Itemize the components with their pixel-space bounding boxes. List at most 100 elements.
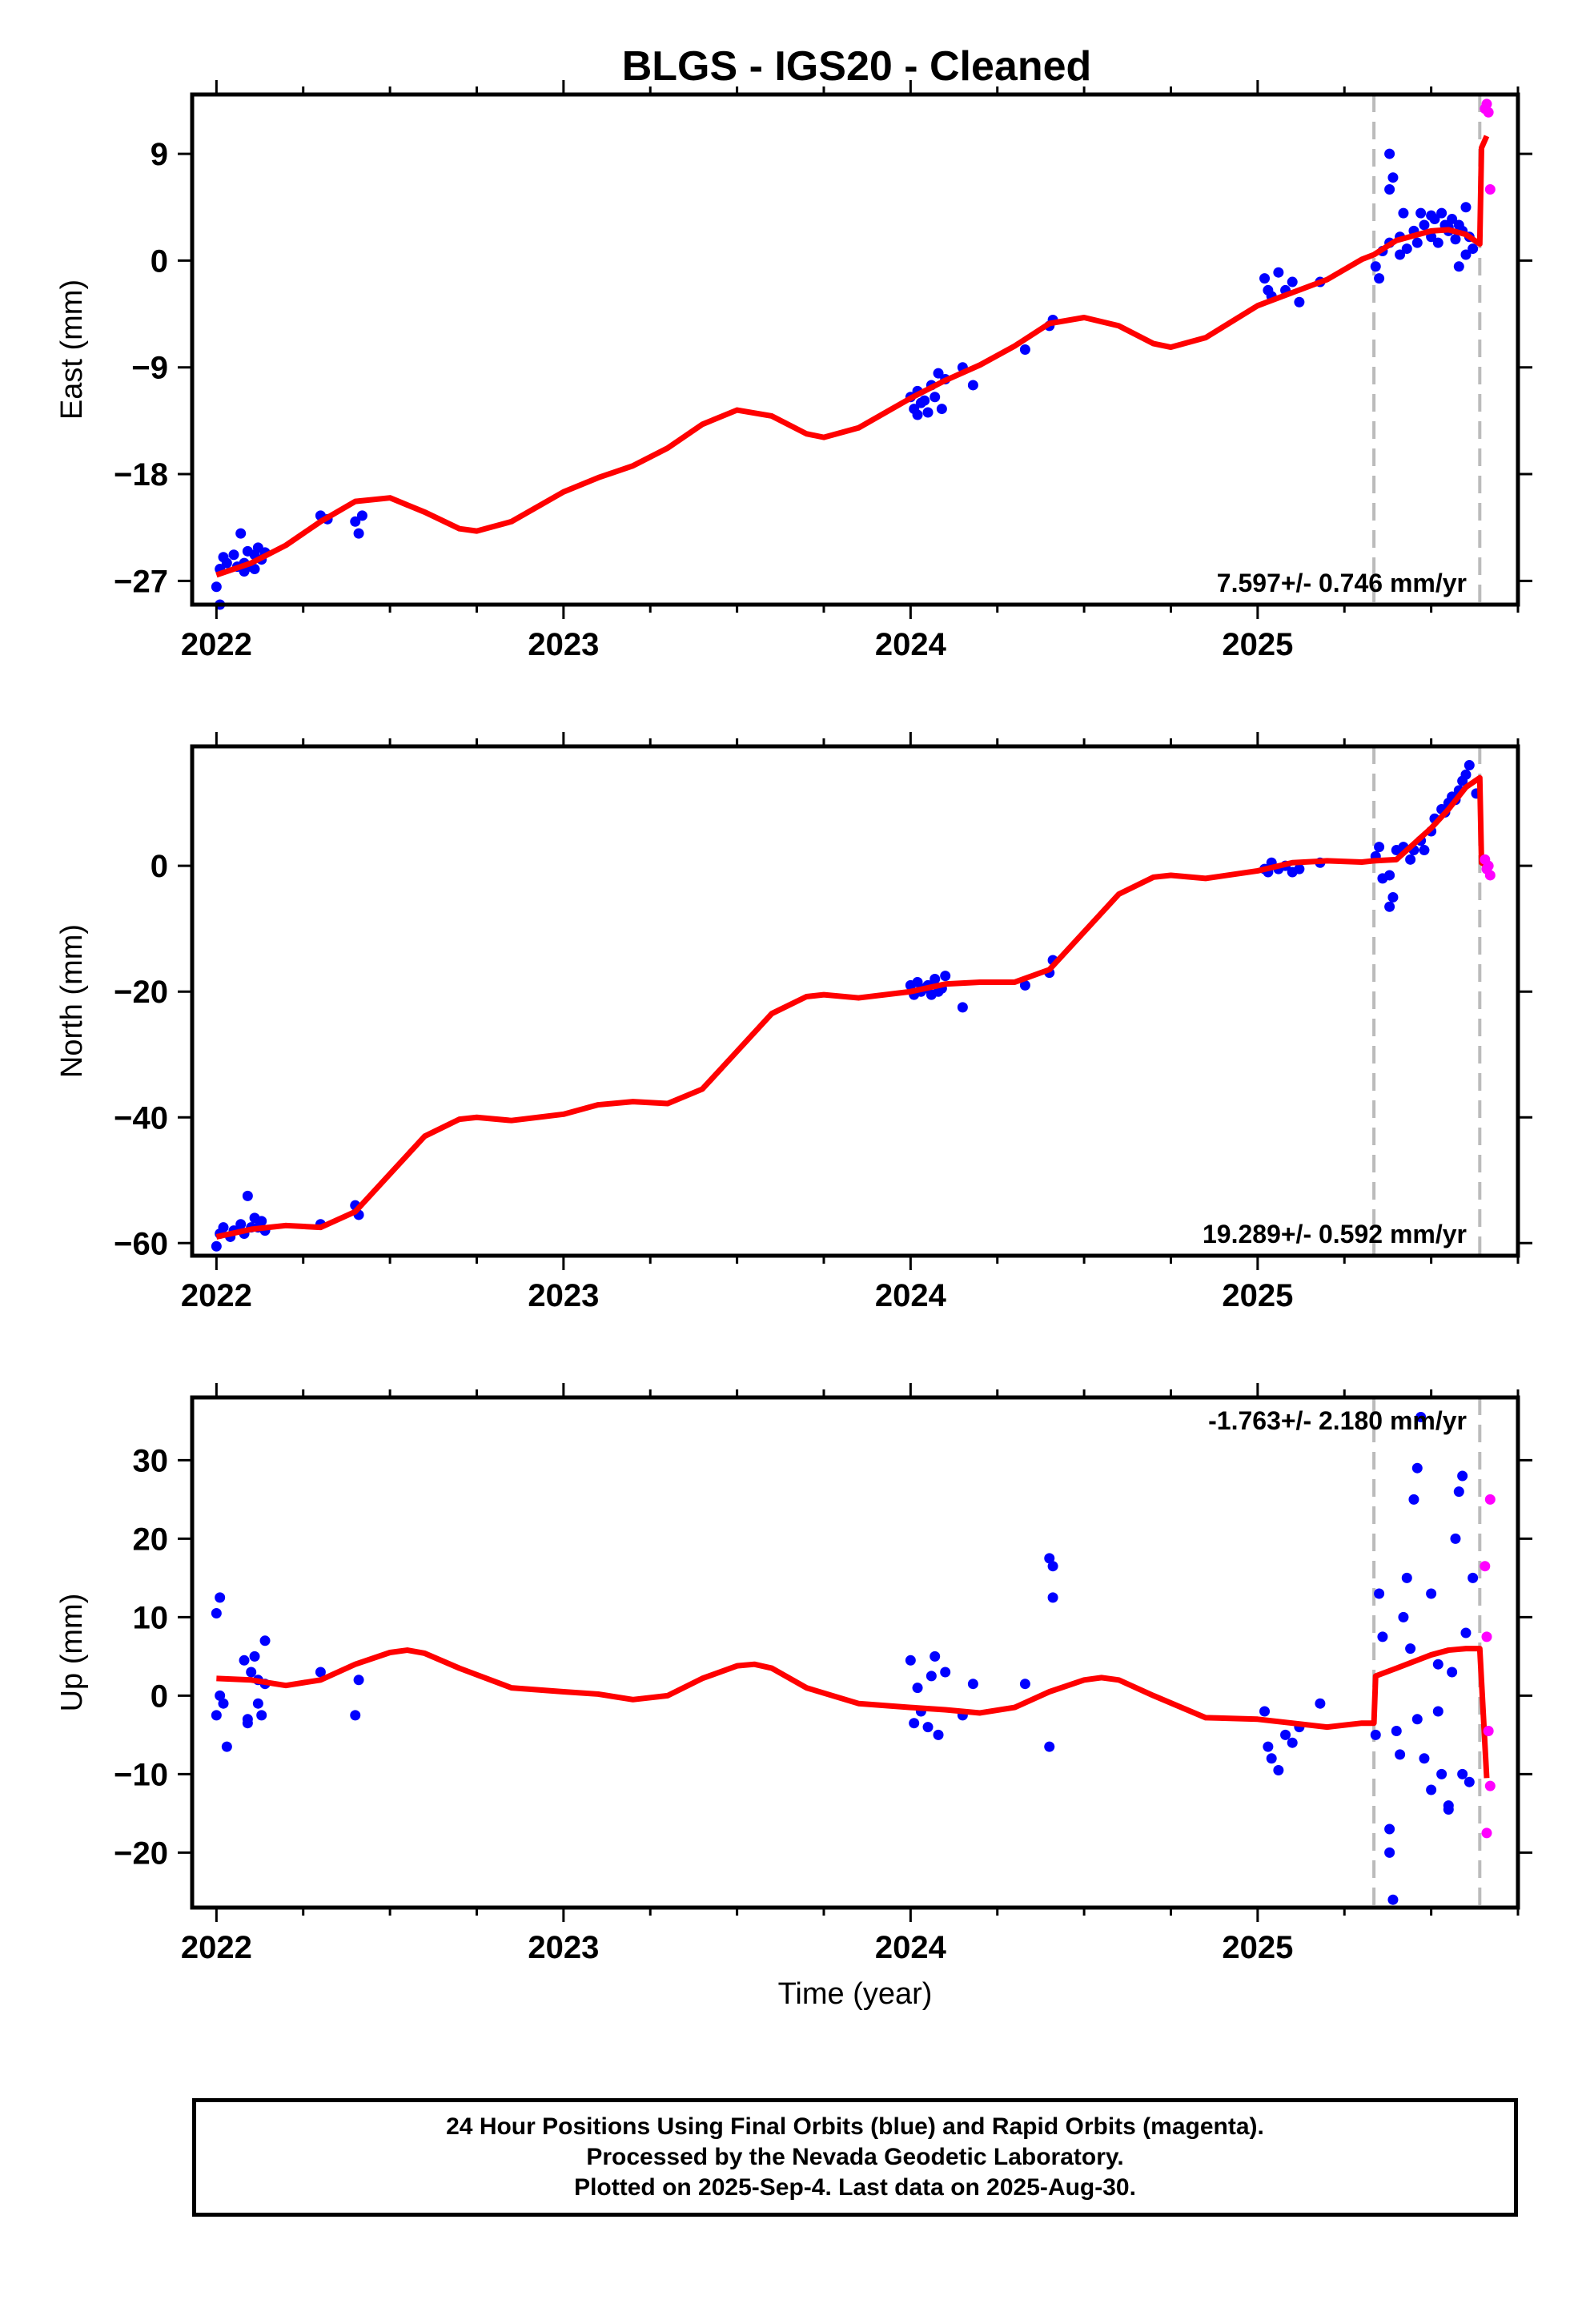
- up-y-tick-label: 30: [133, 1443, 169, 1478]
- north-model-line: [215, 774, 1488, 1240]
- east-final-point: [919, 395, 930, 406]
- up-x-tick-label: 2025: [1222, 1930, 1293, 1965]
- up-final-point: [940, 1667, 951, 1678]
- east-final-point: [1436, 207, 1447, 219]
- up-final-point: [922, 1722, 934, 1733]
- north-final-point: [1387, 891, 1399, 903]
- up-final-point: [246, 1667, 257, 1678]
- up-final-point: [221, 1741, 232, 1752]
- east-final-point: [1398, 207, 1409, 219]
- up-final-point: [1453, 1486, 1464, 1498]
- up-final-point: [1447, 1667, 1458, 1678]
- up-final-point: [1464, 1776, 1475, 1787]
- up-rapid-point: [1484, 1494, 1496, 1505]
- up-final-point: [1044, 1741, 1055, 1752]
- east-final-point: [1287, 276, 1298, 287]
- north-final-point: [957, 1002, 968, 1013]
- up-final-point: [1411, 1714, 1423, 1725]
- north-y-tick-label: −20: [114, 975, 168, 1010]
- east-final-point: [1384, 148, 1395, 159]
- east-final-point: [1395, 249, 1406, 260]
- east-final-point: [228, 549, 239, 561]
- up-final-point: [1374, 1588, 1385, 1599]
- east-final-point: [356, 510, 367, 521]
- x-axis-label: Time (year): [778, 1977, 933, 2011]
- up-final-point: [1384, 1823, 1395, 1835]
- up-x-tick-label: 2023: [528, 1930, 599, 1965]
- up-model-line: [216, 1646, 1490, 1779]
- east-x-tick-label: 2022: [181, 627, 252, 662]
- north-final-point: [1384, 870, 1395, 881]
- east-final-point: [1294, 296, 1305, 308]
- footer-line-1: 24 Hour Positions Using Final Orbits (bl…: [446, 2113, 1264, 2140]
- east-final-point: [1019, 344, 1030, 355]
- north-x-tick-label: 2022: [181, 1278, 252, 1313]
- up-y-axis-label: Up (mm): [55, 1594, 89, 1712]
- up-rapid-point: [1481, 1631, 1492, 1642]
- east-final-point: [967, 380, 978, 391]
- east-y-tick-label: 0: [151, 243, 168, 279]
- east-final-point: [1384, 184, 1395, 195]
- up-final-point: [1408, 1494, 1419, 1505]
- up-final-point: [1436, 1768, 1447, 1779]
- up-final-point: [1019, 1679, 1030, 1690]
- east-final-point: [930, 392, 941, 403]
- up-x-tick-label: 2024: [875, 1930, 947, 1965]
- up-rapid-point: [1480, 1561, 1491, 1572]
- up-final-point: [353, 1675, 364, 1686]
- east-final-point: [1415, 207, 1427, 219]
- north-rapid-point: [1484, 870, 1496, 881]
- north-final-point: [940, 971, 951, 982]
- east-y-tick-label: −27: [114, 564, 168, 599]
- east-rate-label: 7.597+/- 0.746 mm/yr: [1217, 569, 1467, 597]
- up-final-point: [1398, 1611, 1409, 1622]
- east-rapid-point: [1484, 184, 1496, 195]
- footer-line-3: Plotted on 2025-Sep-4. Last data on 2025…: [574, 2174, 1136, 2201]
- up-final-point: [1450, 1533, 1461, 1544]
- east-final-point: [1432, 237, 1443, 248]
- east-final-point: [235, 528, 247, 539]
- up-final-point: [1377, 1631, 1388, 1642]
- north-final-point: [256, 1216, 267, 1227]
- north-x-tick-label: 2023: [528, 1278, 599, 1313]
- chart-title: BLGS - IGS20 - Cleaned: [622, 43, 1092, 90]
- east-final-point: [353, 528, 364, 539]
- north-x-tick-label: 2024: [875, 1278, 947, 1313]
- north-final-point: [930, 974, 941, 985]
- up-final-point: [218, 1698, 229, 1709]
- east-final-point: [1447, 214, 1458, 225]
- east-y-tick-label: −9: [131, 351, 168, 386]
- east-final-point: [1460, 249, 1472, 260]
- north-y-axis-label: North (mm): [55, 924, 89, 1078]
- panel-north: 2022 2023 2024 2025 −60 −40 −20 0 North (mm) 19.2…: [55, 732, 1532, 1313]
- east-y-tick-label: 9: [151, 137, 168, 172]
- east-final-point: [1419, 219, 1430, 231]
- east-rapid-point: [1481, 99, 1492, 110]
- up-final-point: [1287, 1737, 1298, 1748]
- up-final-point: [1047, 1592, 1058, 1603]
- up-final-point: [252, 1698, 263, 1709]
- north-final-point: [1419, 845, 1430, 856]
- up-final-point: [1391, 1726, 1402, 1736]
- up-final-point: [1443, 1804, 1454, 1815]
- up-final-point: [1047, 1561, 1058, 1572]
- up-final-point: [256, 1710, 267, 1721]
- up-final-point: [1280, 1729, 1291, 1740]
- north-x-tick-label: 2025: [1222, 1278, 1293, 1313]
- up-final-point: [1263, 1741, 1274, 1752]
- up-final-point: [1426, 1784, 1437, 1795]
- up-final-point: [1370, 1729, 1381, 1740]
- up-final-point: [967, 1679, 978, 1690]
- up-rapid-point: [1484, 1780, 1496, 1791]
- east-final-point: [1273, 267, 1284, 278]
- east-final-point: [211, 581, 222, 593]
- up-final-point: [1426, 1588, 1437, 1599]
- east-final-point: [936, 404, 947, 415]
- up-final-point: [1384, 1847, 1395, 1858]
- up-plot-frame: [190, 1395, 1520, 1910]
- up-final-point: [1395, 1749, 1406, 1760]
- east-final-point: [1460, 202, 1472, 213]
- east-y-tick-label: −18: [114, 457, 168, 493]
- east-final-point: [1468, 243, 1479, 255]
